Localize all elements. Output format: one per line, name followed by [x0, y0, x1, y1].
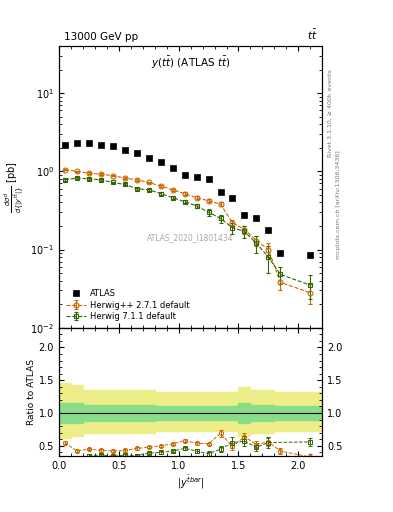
ATLAS: [206, 176, 211, 182]
ATLAS: [146, 155, 151, 161]
Text: $y(t\bar{t})$ (ATLAS $t\bar{t}$): $y(t\bar{t})$ (ATLAS $t\bar{t}$): [151, 55, 230, 71]
ATLAS: [123, 146, 127, 153]
ATLAS: [278, 250, 283, 256]
Text: Rivet 3.1.10, ≥ 400k events: Rivet 3.1.10, ≥ 400k events: [328, 69, 333, 157]
Line: ATLAS: ATLAS: [62, 140, 313, 258]
Legend: ATLAS, Herwig++ 2.7.1 default, Herwig 7.1.1 default: ATLAS, Herwig++ 2.7.1 default, Herwig 7.…: [63, 287, 192, 324]
ATLAS: [254, 216, 259, 222]
ATLAS: [308, 252, 313, 258]
ATLAS: [110, 143, 115, 149]
Text: 13000 GeV pp: 13000 GeV pp: [64, 32, 138, 42]
ATLAS: [134, 150, 139, 156]
Text: mcplots.cern.ch [arXiv:1306.3436]: mcplots.cern.ch [arXiv:1306.3436]: [336, 151, 341, 259]
Text: ATLAS_2020_I1801434: ATLAS_2020_I1801434: [147, 233, 234, 242]
ATLAS: [242, 211, 247, 218]
ATLAS: [158, 159, 163, 165]
ATLAS: [218, 188, 223, 195]
ATLAS: [86, 140, 91, 146]
ATLAS: [194, 174, 199, 180]
ATLAS: [62, 141, 67, 147]
Y-axis label: $\frac{d\sigma^d}{d\{|y^{t\bar{t}}|\}}$ [pb]: $\frac{d\sigma^d}{d\{|y^{t\bar{t}}|\}}$ …: [2, 161, 26, 212]
Text: $t\bar{t}$: $t\bar{t}$: [307, 28, 317, 42]
ATLAS: [99, 141, 103, 147]
ATLAS: [170, 165, 175, 171]
ATLAS: [75, 140, 79, 146]
Y-axis label: Ratio to ATLAS: Ratio to ATLAS: [27, 359, 36, 424]
ATLAS: [230, 196, 235, 202]
ATLAS: [266, 226, 271, 232]
ATLAS: [182, 172, 187, 178]
X-axis label: $|y^{\bar{t}bar}|$: $|y^{\bar{t}bar}|$: [177, 473, 204, 490]
